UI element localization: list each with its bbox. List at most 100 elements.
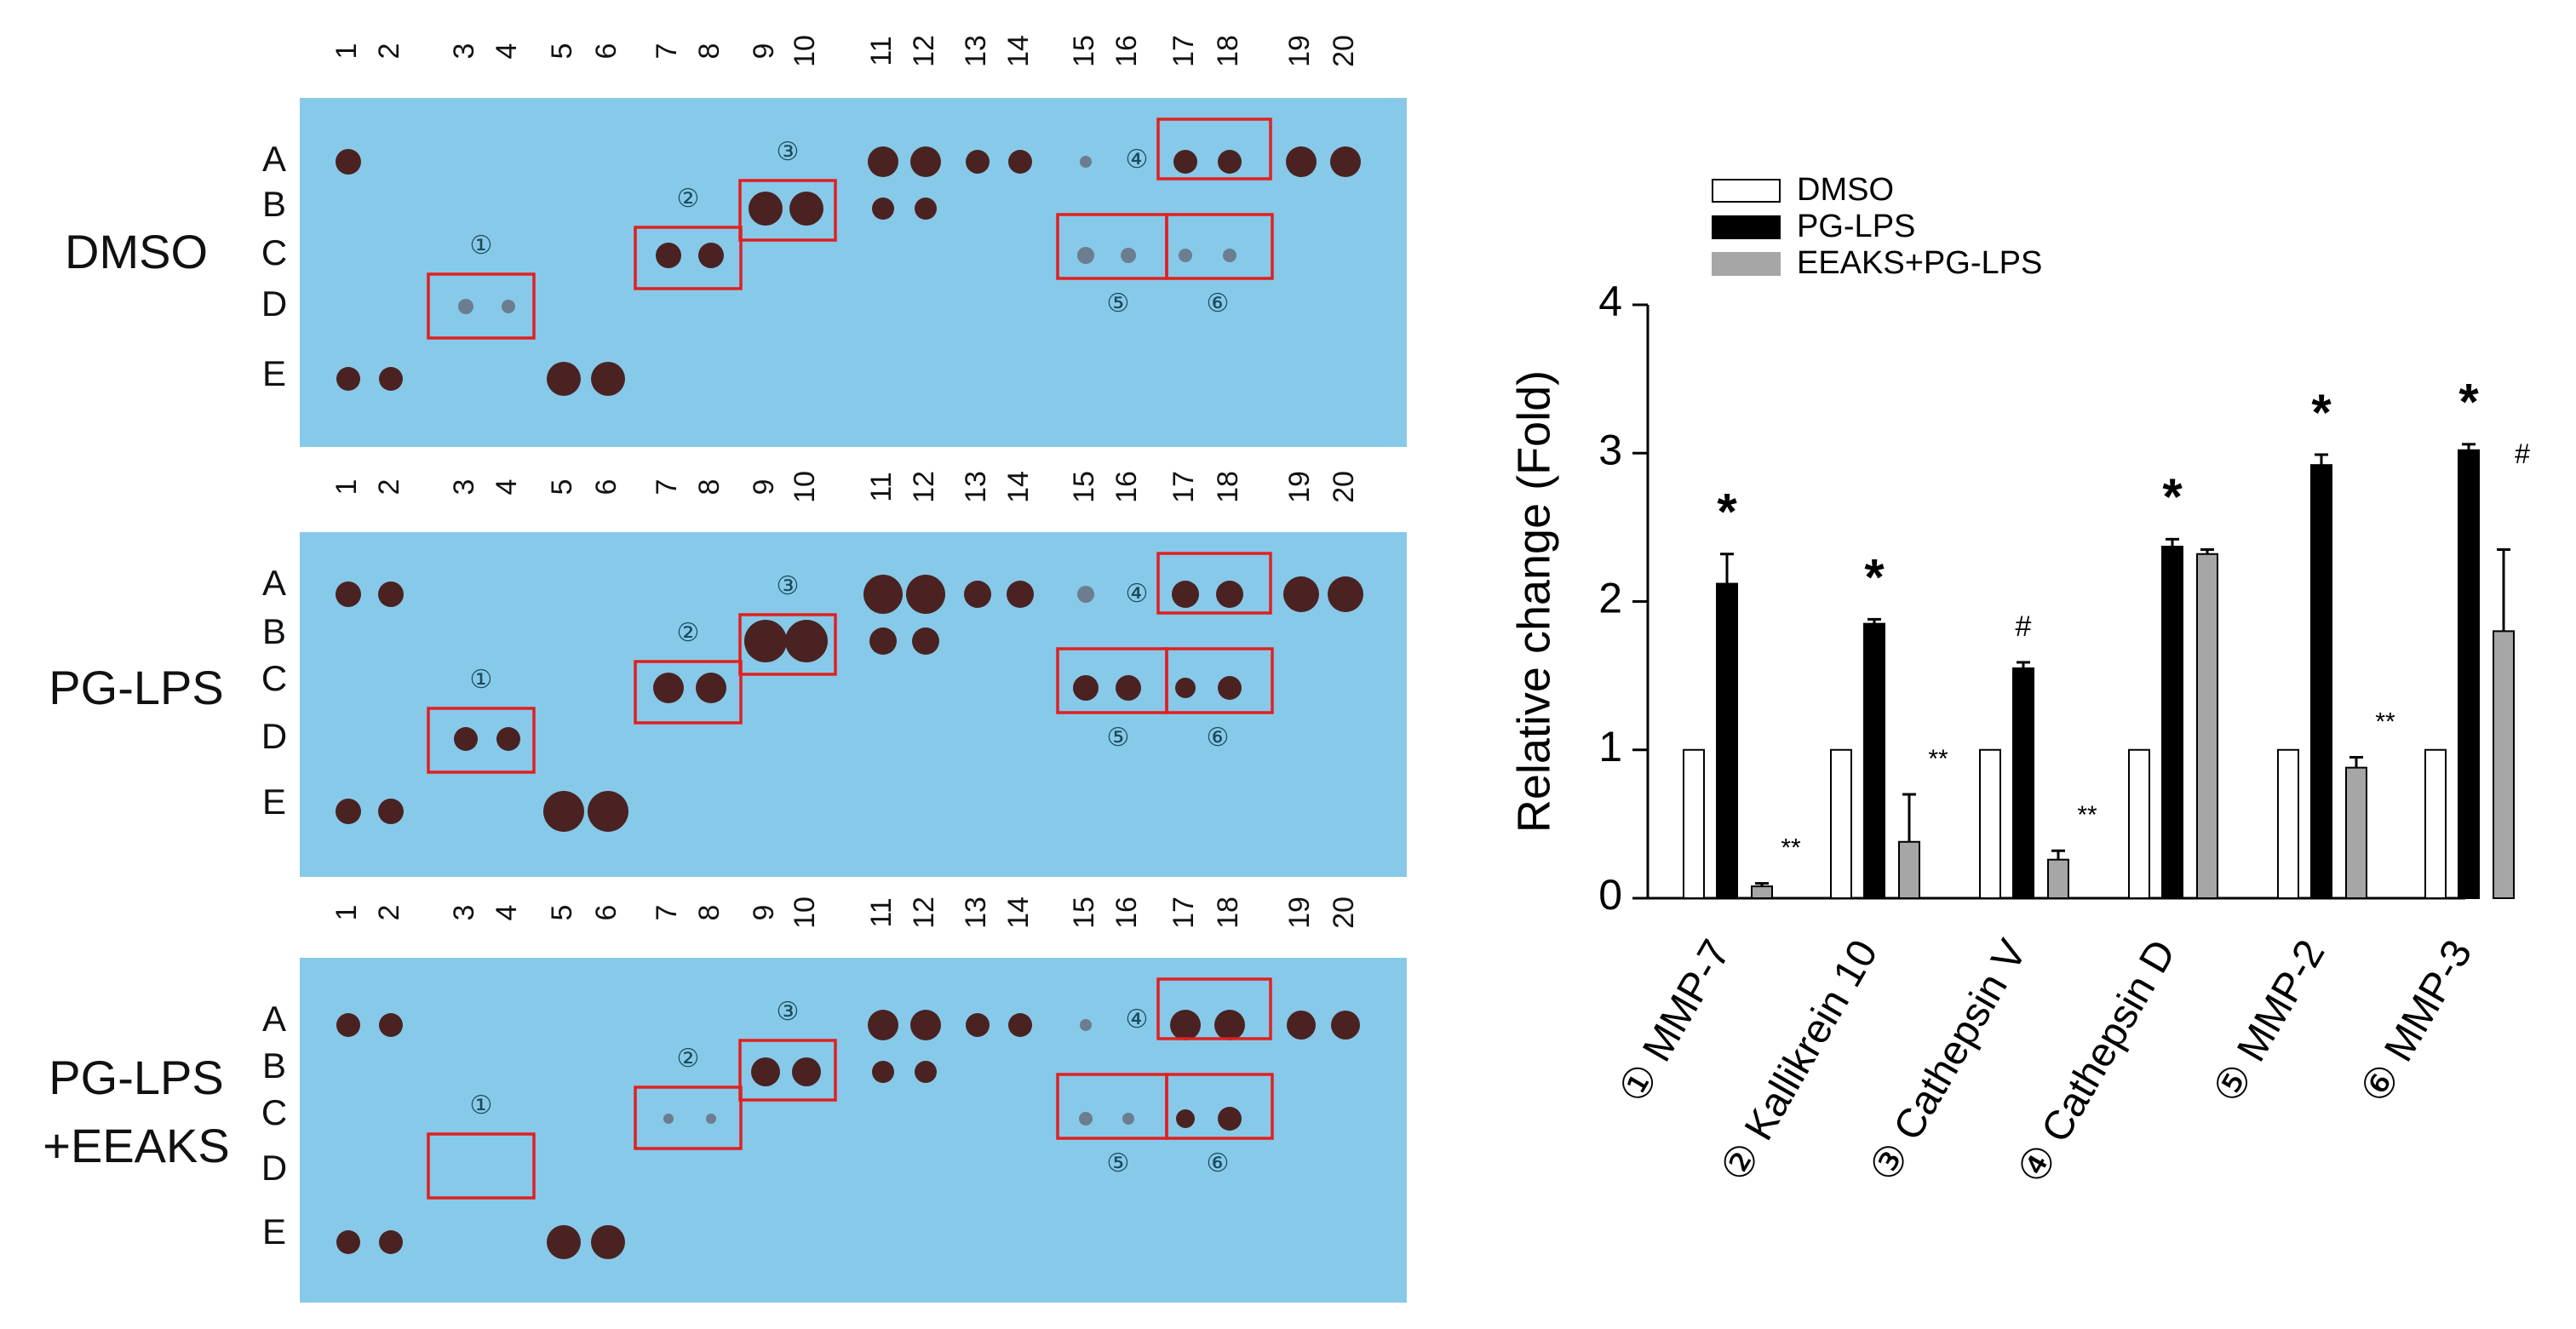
blot-row-letter: E: [262, 353, 286, 393]
blot-column-number: 16: [1110, 897, 1143, 929]
blot-column-number: 13: [960, 471, 992, 503]
blot-box-marker: ③: [777, 138, 800, 166]
blot-highlight-box: [1165, 1073, 1274, 1140]
blot-dot: [1330, 146, 1361, 177]
blot-row-letter: A: [262, 563, 286, 603]
blot-dot: [1008, 1013, 1032, 1037]
blot-column-number: 1: [330, 479, 363, 496]
bar-eeaks-pg-lps: [2196, 553, 2218, 899]
significance-eeaks: **: [2077, 801, 2097, 829]
blot-dot: [547, 362, 581, 396]
blot-box-marker: ④: [1126, 580, 1149, 608]
blot-highlight-box: [1156, 552, 1272, 615]
blot-column-number: 8: [693, 479, 726, 496]
blot-column-number: 14: [1002, 897, 1035, 929]
blot-membrane: [300, 98, 1407, 447]
blot-dot: [696, 673, 726, 703]
legend-label: EEAKS+PG-LPS: [1797, 245, 2042, 281]
chart-bars: ******#*******#: [1683, 374, 2530, 900]
blot-membrane: [300, 532, 1407, 877]
blot-column-number: 16: [1110, 35, 1143, 67]
blot-panel-label: +EEAKS: [43, 1119, 229, 1172]
bar-eeaks-pg-lps: [1751, 885, 1773, 900]
blot-column-number: 3: [448, 43, 480, 60]
x-category-label: ① MMP-7: [1610, 932, 1739, 1110]
y-tick-label: 3: [1598, 426, 1622, 473]
blot-box-marker: ⑥: [1207, 724, 1230, 752]
significance-pg-lps: *: [2458, 374, 2479, 431]
blot-dot: [378, 581, 404, 607]
blot-dot: [1116, 675, 1141, 701]
blot-dot: [1218, 150, 1242, 174]
blot-dot: [663, 1114, 674, 1124]
blot-row-letter: B: [262, 184, 286, 224]
bar-eeaks-pg-lps: [2047, 858, 2069, 900]
blot-box-marker: ①: [470, 232, 493, 260]
bar-pg-lps: [1863, 622, 1885, 899]
blot-panel: 1 2 3 4 5 6 7 8 9 10 11 12 13 14 15 16 17 18 19 20ABCDEPG-L…: [43, 897, 1407, 1303]
blot-column-number: 7: [651, 43, 683, 60]
blot-dot: [378, 799, 404, 824]
blot-dot: [379, 1230, 403, 1254]
chart-axes: 0 1 2 3 4 Relative change (Fold): [1508, 278, 2465, 919]
bar-dmso: [1683, 748, 1705, 899]
significance-pg-lps: *: [1717, 484, 1737, 541]
blot-dot: [906, 575, 945, 614]
blot-box-marker: ②: [677, 1045, 700, 1073]
blot-row-letter: C: [261, 658, 287, 698]
blot-dot: [789, 192, 823, 226]
blot-row-letter: B: [262, 1045, 286, 1086]
blot-dot: [1080, 156, 1092, 168]
blot-row-letter: D: [261, 716, 287, 756]
blot-row-letter: A: [262, 999, 286, 1039]
legend-swatch: [1712, 252, 1781, 276]
bar-eeaks-pg-lps: [2345, 766, 2367, 899]
bar-pg-lps: [2161, 546, 2183, 900]
blot-column-number: 15: [1068, 35, 1100, 67]
blot-panels: 1 2 3 4 5 6 7 8 9 10 11 12 13 14 15 16 17 18 19 20ABCDEDMSO…: [43, 35, 1407, 1303]
blot-column-number: 3: [448, 905, 480, 921]
x-category-label: ② Kallikrein 10: [1713, 932, 1887, 1189]
blot-dot: [1286, 146, 1317, 177]
blot-column-number: 15: [1068, 897, 1100, 929]
blot-dot: [1328, 576, 1363, 612]
blot-highlight-box: [738, 1039, 837, 1102]
blot-column-number: 5: [546, 43, 578, 60]
blot-dot: [656, 243, 681, 268]
bar-dmso: [2277, 748, 2299, 899]
blot-dot: [966, 150, 990, 174]
blot-panel-label: DMSO: [65, 225, 208, 278]
blot-column-number: 18: [1212, 897, 1244, 929]
significance-eeaks: #: [2515, 438, 2530, 469]
blot-dot: [863, 575, 903, 614]
blot-dot: [749, 192, 783, 226]
blot-dot: [869, 627, 897, 655]
legend-swatch: [1712, 179, 1781, 203]
blot-column-number: 4: [491, 479, 523, 496]
blot-highlight-box: [1156, 977, 1272, 1040]
blot-column-number: 8: [693, 43, 726, 60]
y-tick-label: 1: [1598, 723, 1622, 770]
blot-dot: [966, 1013, 990, 1037]
blot-column-number: 14: [1002, 35, 1035, 67]
chart-category-labels: ① MMP-7② Kallikrein 10③ Cathepsin V④ Cat…: [1610, 932, 2481, 1191]
blot-dot: [1223, 249, 1236, 262]
blot-column-number: 6: [590, 43, 622, 60]
blot-column-number: 18: [1212, 471, 1244, 503]
blot-dot: [379, 367, 403, 391]
blot-dot: [1176, 1109, 1195, 1128]
blot-column-number: 3: [448, 479, 480, 496]
blot-column-number: 16: [1110, 471, 1143, 503]
blot-membrane: [300, 958, 1407, 1303]
blot-box-marker: ⑤: [1107, 289, 1130, 318]
blot-box-marker: ③: [777, 572, 800, 600]
blot-dot: [1122, 1113, 1134, 1125]
blot-row-letter: C: [261, 232, 287, 272]
blot-column-number: 1: [330, 905, 363, 921]
blot-dot: [336, 581, 361, 607]
blot-highlight-box: [634, 660, 743, 725]
blot-dot: [1073, 675, 1099, 701]
bar-pg-lps: [2012, 667, 2034, 899]
blot-highlight-box: [738, 613, 837, 676]
blot-box-marker: ①: [470, 1091, 493, 1120]
